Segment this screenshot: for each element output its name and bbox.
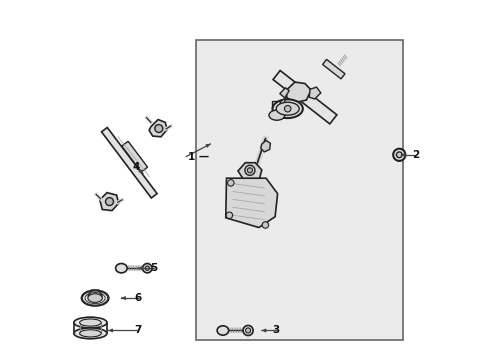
Ellipse shape [145,266,149,270]
Polygon shape [309,87,320,99]
Circle shape [105,198,113,206]
Polygon shape [322,59,345,79]
Circle shape [227,180,234,186]
Ellipse shape [142,264,152,273]
Polygon shape [238,163,261,178]
Circle shape [247,168,252,173]
Text: 1 —: 1 — [187,152,209,162]
Ellipse shape [217,326,228,335]
Ellipse shape [268,110,284,120]
Polygon shape [260,140,270,152]
Polygon shape [122,141,147,172]
Ellipse shape [80,330,101,337]
Polygon shape [271,101,282,118]
Ellipse shape [272,99,302,118]
Circle shape [155,125,163,132]
Bar [196,40,402,340]
Polygon shape [279,98,285,106]
Text: 5: 5 [150,263,157,273]
Polygon shape [100,193,118,211]
Text: 2: 2 [411,150,418,160]
Ellipse shape [74,317,107,328]
Polygon shape [88,290,102,296]
Ellipse shape [74,328,107,339]
Polygon shape [225,178,277,228]
Ellipse shape [88,294,102,302]
Circle shape [392,149,405,161]
Text: 3: 3 [272,325,279,336]
Polygon shape [285,82,310,103]
Polygon shape [149,120,167,137]
Circle shape [284,105,290,112]
Circle shape [244,165,254,175]
Circle shape [262,222,268,228]
Polygon shape [272,71,336,124]
Ellipse shape [276,102,299,115]
Circle shape [225,212,232,219]
Ellipse shape [81,290,108,306]
Polygon shape [279,88,288,98]
Ellipse shape [245,328,250,333]
Ellipse shape [243,325,253,336]
Ellipse shape [115,264,127,273]
Polygon shape [102,127,157,198]
Ellipse shape [80,319,101,326]
Text: 4: 4 [133,162,140,172]
Text: 7: 7 [134,325,142,336]
Text: 6: 6 [134,293,142,303]
Circle shape [396,152,401,158]
